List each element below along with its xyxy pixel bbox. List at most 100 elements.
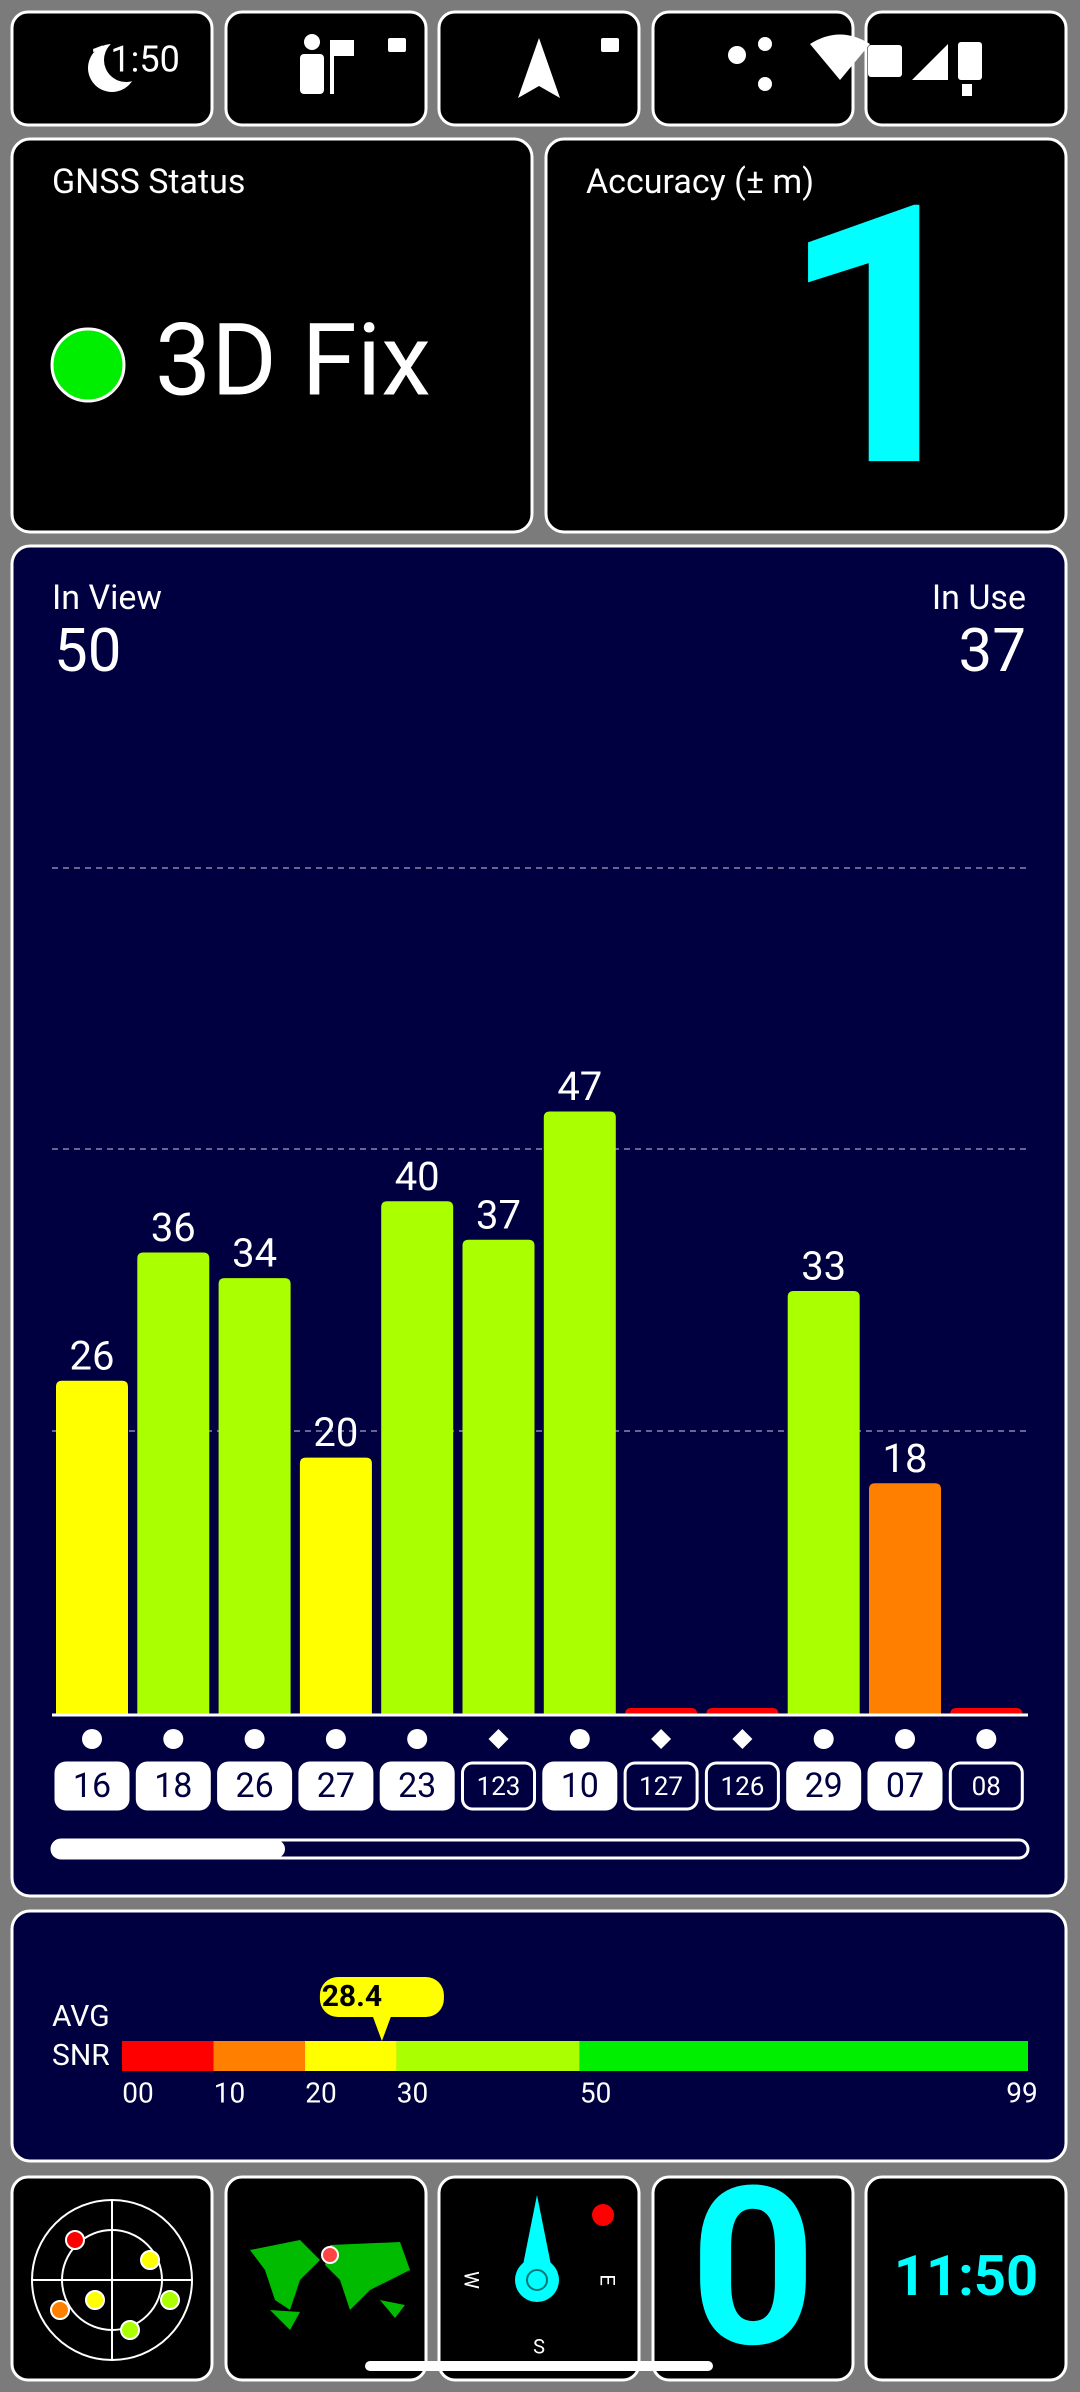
profile-icon bbox=[300, 34, 406, 94]
satellite-id: 08 bbox=[972, 1772, 1001, 1802]
accuracy-label: Accuracy (± m) bbox=[586, 162, 814, 202]
bar bbox=[299, 1457, 372, 1714]
bar bbox=[869, 1483, 941, 1714]
bar bbox=[56, 1380, 128, 1714]
navigation-icon bbox=[518, 38, 619, 98]
compass-west: W bbox=[460, 2271, 484, 2289]
value-label: 37 bbox=[476, 1191, 521, 1238]
snr-segment bbox=[305, 2041, 397, 2071]
satellite-badge bbox=[54, 1761, 130, 1811]
satellite-marker bbox=[976, 1729, 997, 1749]
gnss-status-value: 3D Fix bbox=[155, 302, 431, 419]
satellite-badge bbox=[461, 1761, 536, 1811]
accuracy-tile[interactable] bbox=[544, 137, 1068, 534]
value-label: 26 bbox=[70, 1332, 115, 1379]
sky-view-icon bbox=[31, 2199, 193, 2361]
satellite-badge bbox=[867, 1761, 943, 1811]
snr-segment bbox=[396, 2041, 580, 2071]
home-indicator[interactable] bbox=[365, 2361, 713, 2371]
clock: 11:50 bbox=[894, 2243, 1038, 2309]
snr-pointer bbox=[371, 2014, 392, 2041]
satellite-badge bbox=[542, 1761, 618, 1811]
value-label: 20 bbox=[313, 1409, 358, 1456]
satellite-id: 27 bbox=[317, 1766, 355, 1806]
satellite-badge bbox=[135, 1761, 211, 1811]
speed-value: 0 bbox=[690, 2139, 816, 2392]
bar bbox=[706, 1708, 779, 1714]
gnss-status-label: GNSS Status bbox=[52, 162, 245, 202]
satellite-id: 29 bbox=[805, 1766, 843, 1806]
snr-segment bbox=[213, 2041, 306, 2071]
bar bbox=[950, 1708, 1023, 1714]
snr-scale: 00 10 20 30 50 99 28.4 bbox=[122, 1977, 1038, 2109]
satellite-marker bbox=[569, 1729, 590, 1749]
in-use-label: In Use bbox=[932, 578, 1026, 618]
bar bbox=[381, 1201, 454, 1714]
gnss-status-tile[interactable] bbox=[10, 137, 534, 534]
in-use-value: 37 bbox=[959, 615, 1026, 686]
snr-label-top: AVG bbox=[52, 1999, 110, 2034]
satellite-badge bbox=[948, 1761, 1024, 1811]
satellite-marker bbox=[82, 1729, 102, 1749]
bar bbox=[462, 1239, 535, 1714]
connectivity-icons bbox=[728, 34, 870, 91]
snr-tick-label: 00 bbox=[122, 2076, 153, 2109]
satellite-badge bbox=[298, 1761, 374, 1811]
snr-tick-label: 10 bbox=[214, 2076, 245, 2109]
satellite-badge bbox=[379, 1761, 455, 1811]
satellite-id: 26 bbox=[235, 1766, 273, 1806]
satellite-marker bbox=[407, 1729, 428, 1749]
satellite-id: 126 bbox=[720, 1772, 764, 1802]
value-label: 36 bbox=[151, 1204, 196, 1251]
grid bbox=[52, 867, 1026, 1432]
satellite-badge bbox=[217, 1761, 293, 1811]
bar bbox=[218, 1278, 291, 1714]
satellite-badge bbox=[786, 1761, 862, 1811]
connectivity-tile[interactable] bbox=[651, 10, 855, 127]
clock-tile[interactable] bbox=[864, 2175, 1068, 2382]
snr-tick-label: 99 bbox=[1006, 2076, 1037, 2109]
fix-indicator bbox=[50, 327, 126, 403]
compass-south: S bbox=[533, 2334, 545, 2358]
moon-icon-cut bbox=[104, 38, 148, 82]
bar bbox=[543, 1111, 616, 1714]
satellite-id: 18 bbox=[154, 1766, 192, 1806]
snr-segment bbox=[122, 2041, 214, 2071]
snr-average: 28.4 bbox=[322, 1979, 382, 2014]
snr-callout bbox=[319, 1977, 444, 2017]
map-tile[interactable] bbox=[224, 2175, 428, 2382]
snr-panel bbox=[10, 1909, 1068, 2163]
satellite-marker bbox=[732, 1729, 753, 1749]
value-label: 18 bbox=[883, 1435, 928, 1482]
satellite-marker bbox=[325, 1729, 346, 1749]
bar bbox=[787, 1291, 860, 1714]
bar bbox=[625, 1708, 698, 1714]
satellite-id: 16 bbox=[73, 1766, 111, 1806]
satellite-id: 127 bbox=[639, 1772, 683, 1802]
snr-tick-label: 50 bbox=[580, 2076, 611, 2109]
satellite-id: 23 bbox=[398, 1766, 436, 1806]
value-label: 40 bbox=[395, 1153, 440, 1200]
satellite-id: 123 bbox=[477, 1772, 521, 1802]
status-time: 11:50 bbox=[90, 39, 180, 81]
bars: 26 16 36 18 34 26 20 27 40 23 37 123 47 10 127 126 33 29 1… bbox=[54, 1063, 1024, 1811]
profile-tile[interactable] bbox=[224, 10, 428, 127]
value-label: 47 bbox=[557, 1063, 602, 1110]
in-view-value: 50 bbox=[54, 615, 121, 686]
value-label: 34 bbox=[232, 1230, 277, 1277]
compass-icon bbox=[515, 2195, 614, 2302]
snr-segment bbox=[579, 2041, 1028, 2071]
world-map-icon bbox=[250, 2240, 410, 2330]
scrollbar-thumb[interactable] bbox=[52, 1840, 285, 1858]
satellite-marker bbox=[813, 1729, 834, 1749]
satellite-id: 07 bbox=[886, 1766, 924, 1806]
satellite-marker bbox=[895, 1729, 915, 1749]
satellite-marker bbox=[651, 1729, 672, 1749]
snr-tick-label: 20 bbox=[305, 2076, 336, 2109]
satellite-badge bbox=[623, 1761, 699, 1811]
compass-east: E bbox=[596, 2274, 620, 2285]
speed-tile[interactable] bbox=[651, 2175, 855, 2382]
in-view-label: In View bbox=[52, 578, 162, 618]
value-label: 33 bbox=[801, 1243, 846, 1290]
